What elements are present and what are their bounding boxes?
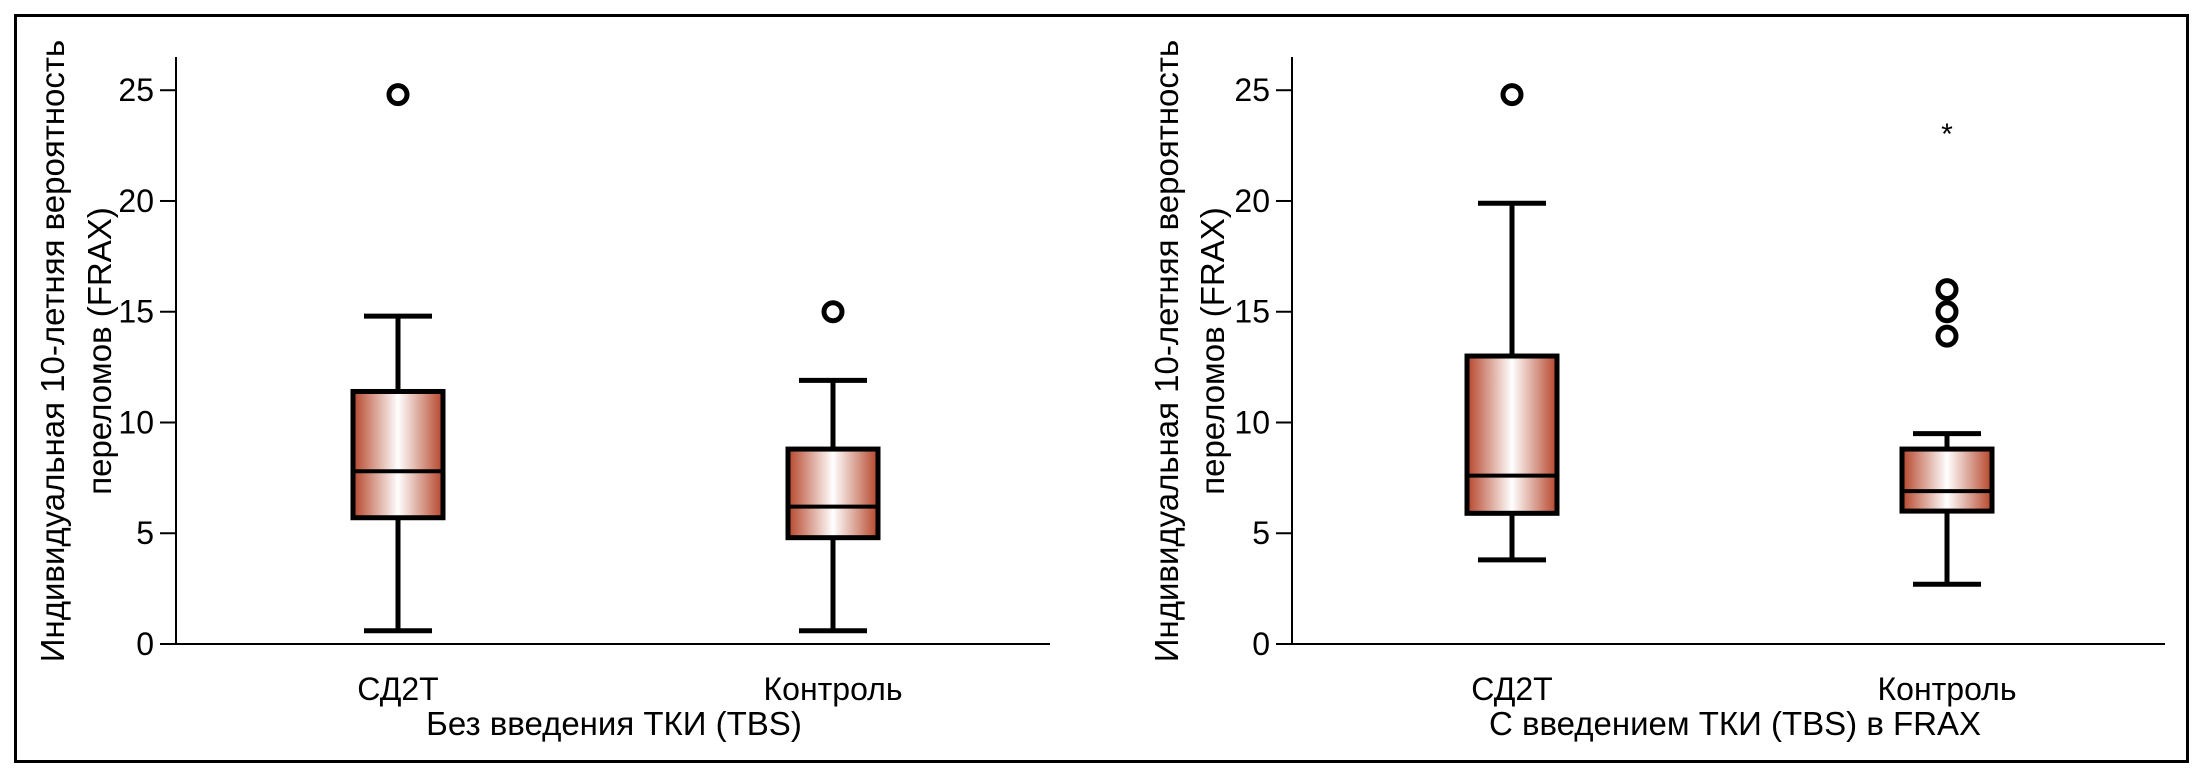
y-tick-label: 0	[1252, 626, 1270, 662]
box-group-sd2t	[1464, 83, 1560, 563]
category-label: Контроль	[1878, 671, 2017, 707]
box-group-control	[785, 300, 881, 634]
iqr-box	[1464, 353, 1560, 516]
iqr-box	[1899, 446, 1995, 514]
iqr-box	[350, 388, 446, 521]
y-tick-label: 15	[118, 294, 154, 330]
y-tick-label: 25	[1234, 72, 1270, 108]
outlier-point	[821, 300, 845, 324]
box-group-control: *	[1899, 118, 1995, 587]
y-tick-label: 20	[118, 183, 154, 219]
y-tick-label: 5	[1252, 515, 1270, 551]
extreme-point: *	[1941, 118, 1953, 151]
box-group-sd2t	[350, 83, 446, 634]
outlier-point	[386, 83, 410, 107]
y-tick-label: 10	[1234, 404, 1270, 440]
outlier-point	[1935, 324, 1959, 348]
y-tick-label: 25	[118, 72, 154, 108]
outlier-point	[1500, 83, 1524, 107]
y-tick-label: 10	[118, 404, 154, 440]
panel-with-tbs: Индивидуальная 10-летняя вероятность пер…	[1148, 40, 2165, 742]
y-axis-label-line1: Индивидуальная 10-летняя вероятность	[1148, 40, 1185, 662]
y-tick-label: 20	[1234, 183, 1270, 219]
outlier-point	[1935, 300, 1959, 324]
outlier-point	[1935, 278, 1959, 302]
category-label: СД2Т	[1471, 671, 1552, 707]
category-label: Контроль	[764, 671, 903, 707]
y-tick-label: 0	[136, 626, 154, 662]
y-axis-label-line1: Индивидуальная 10-летняя вероятность	[34, 40, 71, 662]
x-axis-title: Без введения ТКИ (TBS)	[426, 705, 802, 742]
x-axis-title: С введением ТКИ (TBS) в FRAX	[1489, 705, 1981, 742]
iqr-box	[785, 446, 881, 541]
y-axis-label-line2: переломов (FRAX)	[81, 207, 118, 495]
figure-frame	[14, 14, 2189, 763]
y-axis-label-line2: переломов (FRAX)	[1194, 207, 1231, 495]
panel-without-tbs: Индивидуальная 10-летняя вероятность пер…	[34, 40, 1050, 742]
y-tick-label: 5	[136, 515, 154, 551]
category-label: СД2Т	[357, 671, 438, 707]
y-tick-label: 15	[1234, 294, 1270, 330]
